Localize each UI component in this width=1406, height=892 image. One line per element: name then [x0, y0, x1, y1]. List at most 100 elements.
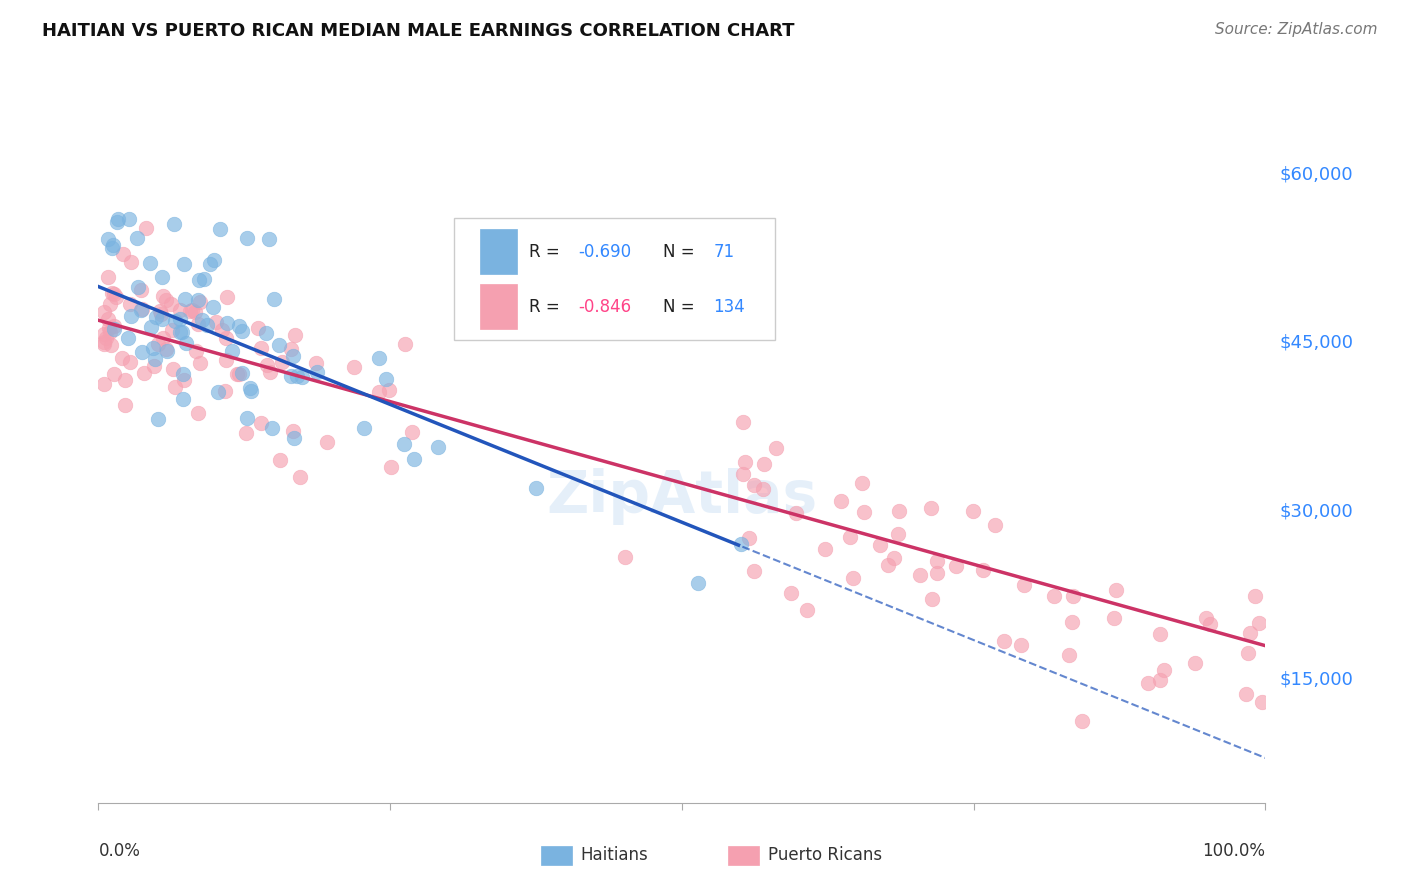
Point	[96, 331, 118, 345]
Point	[141, 320, 163, 334]
FancyBboxPatch shape	[479, 229, 517, 275]
Point	[260, 421, 283, 435]
Point	[127, 231, 149, 245]
Point	[284, 328, 307, 343]
Point	[945, 559, 967, 574]
Text: 71: 71	[713, 243, 734, 260]
Point	[205, 315, 228, 329]
Point	[367, 351, 389, 366]
Point	[925, 566, 948, 581]
Point	[217, 289, 239, 303]
Point	[853, 505, 876, 519]
Point	[198, 257, 221, 271]
Point	[98, 325, 121, 339]
Point	[686, 576, 709, 591]
Point	[1062, 615, 1084, 629]
Point	[838, 529, 860, 543]
Point	[165, 314, 187, 328]
Point	[733, 467, 755, 482]
Point	[152, 289, 174, 303]
Point	[285, 368, 308, 383]
Point	[193, 272, 215, 286]
Point	[179, 304, 201, 318]
Point	[173, 373, 195, 387]
Point	[202, 253, 225, 268]
Point	[208, 222, 231, 236]
Point	[118, 211, 141, 226]
Point	[228, 319, 250, 334]
Point	[120, 255, 142, 269]
Point	[235, 426, 257, 441]
Point	[211, 323, 233, 337]
Point	[101, 286, 124, 301]
Point	[1149, 673, 1171, 687]
Text: R =: R =	[529, 298, 565, 316]
Point	[1195, 610, 1218, 624]
Point	[738, 531, 761, 545]
Text: Puerto Ricans: Puerto Ricans	[768, 847, 882, 864]
Point	[962, 503, 984, 517]
Point	[1010, 638, 1032, 652]
Point	[169, 312, 191, 326]
Point	[132, 366, 155, 380]
Point	[93, 326, 115, 341]
Point	[343, 360, 366, 375]
Point	[97, 232, 120, 246]
Point	[1237, 646, 1260, 660]
Point	[921, 591, 943, 606]
Point	[259, 365, 281, 379]
Point	[120, 309, 142, 323]
Point	[841, 571, 863, 585]
Point	[143, 351, 166, 366]
Point	[814, 542, 837, 557]
Point	[162, 361, 184, 376]
Text: 0.0%: 0.0%	[98, 842, 141, 860]
Point	[215, 331, 238, 345]
Point	[288, 470, 311, 484]
Point	[146, 337, 169, 351]
Text: Source: ZipAtlas.com: Source: ZipAtlas.com	[1215, 22, 1378, 37]
Text: -0.690: -0.690	[578, 243, 631, 260]
Point	[1199, 617, 1222, 632]
Point	[752, 482, 775, 496]
Point	[394, 337, 416, 351]
Point	[1239, 626, 1261, 640]
Point	[150, 307, 173, 321]
Text: $45,000: $45,000	[1279, 334, 1354, 351]
Point	[1105, 583, 1128, 598]
Point	[150, 270, 173, 285]
Text: ZipAtlas: ZipAtlas	[547, 468, 817, 525]
Point	[887, 527, 910, 541]
Point	[169, 303, 191, 318]
Point	[187, 273, 209, 287]
Point	[1184, 656, 1206, 670]
Point	[291, 369, 314, 384]
Point	[927, 554, 949, 568]
Point	[169, 325, 191, 339]
Point	[231, 324, 253, 338]
Point	[163, 217, 186, 231]
Point	[730, 537, 752, 551]
Point	[111, 247, 134, 261]
Point	[1062, 589, 1084, 603]
Point	[263, 292, 285, 306]
Point	[93, 376, 115, 391]
Point	[120, 355, 142, 369]
Point	[427, 440, 450, 454]
Point	[98, 296, 121, 310]
Point	[614, 550, 637, 565]
Point	[155, 343, 177, 358]
Point	[240, 384, 263, 398]
Point	[1153, 663, 1175, 677]
Point	[118, 297, 141, 311]
Point	[307, 365, 329, 379]
Point	[170, 325, 193, 339]
Point	[226, 368, 249, 382]
Point	[380, 460, 402, 475]
Point	[103, 319, 125, 334]
Point	[172, 392, 194, 406]
Point	[1057, 648, 1080, 663]
Point	[104, 290, 127, 304]
Point	[239, 381, 262, 395]
Point	[142, 342, 165, 356]
